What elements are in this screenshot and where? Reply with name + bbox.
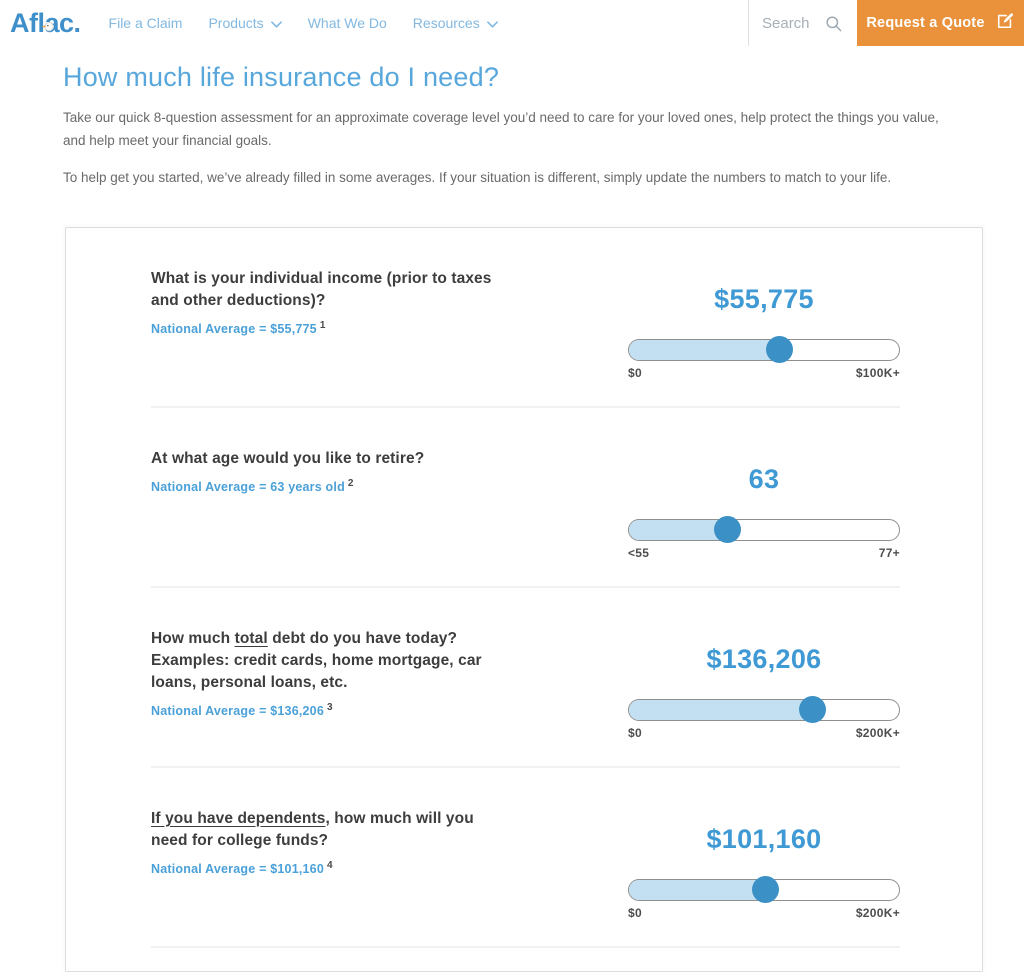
slider-column: $136,206 $0 $200K+ [628, 628, 900, 740]
slider-fill [629, 339, 780, 360]
national-average-text: National Average = $136,206 [151, 703, 324, 718]
nav-label: File a Claim [108, 15, 183, 31]
national-average-label: National Average = 63 years old 2 [151, 478, 513, 494]
nav-item-resources[interactable]: Resources [413, 15, 498, 31]
slider-value[interactable]: $101,160 [706, 823, 822, 854]
page-main: How much life insurance do I need? Take … [0, 62, 1024, 972]
slider-column: $55,775 $0 $100K+ [628, 268, 900, 380]
aflac-duck-icon [41, 3, 55, 49]
intro-paragraph: To help get you started, we’ve already f… [63, 170, 892, 186]
assessment-card: What is your individual income (prior to… [65, 226, 983, 972]
slider-handle[interactable] [799, 695, 827, 723]
footnote-marker: 3 [326, 701, 333, 713]
nav-item-products[interactable]: Products [208, 15, 282, 31]
national-average-text: National Average = 63 years old [151, 479, 345, 494]
slider-fill [629, 699, 813, 720]
slider-max-label: $200K+ [855, 905, 900, 920]
slider-min-label: <55 [628, 545, 650, 560]
slider-track[interactable] [628, 515, 900, 543]
national-average-label: National Average = $101,160 4 [151, 860, 513, 876]
question-row-income: What is your individual income (prior to… [66, 228, 982, 408]
slider-labels: <55 77+ [628, 546, 900, 560]
slider-track[interactable] [628, 695, 900, 723]
slider-value[interactable]: 63 [748, 463, 780, 494]
aflac-logo-text: Aflac. [10, 8, 81, 38]
aflac-logo[interactable]: Aflac. [10, 0, 81, 46]
request-quote-button[interactable]: Request a Quote [857, 0, 1024, 46]
question-text: At what age would you like to retire? [151, 449, 425, 467]
slider-min-label: $0 [628, 725, 642, 740]
national-average-text: National Average = $55,775 [151, 321, 317, 336]
request-quote-label: Request a Quote [866, 15, 985, 31]
chevron-down-icon [486, 15, 498, 31]
quote-pencil-icon [995, 11, 1015, 35]
slider-min-label: $0 [628, 905, 642, 920]
slider-track[interactable] [628, 875, 900, 903]
chevron-down-icon [270, 15, 282, 31]
nav-item-file-a-claim[interactable]: File a Claim [109, 15, 183, 31]
slider-max-label: $100K+ [855, 365, 900, 380]
slider-track[interactable] [628, 335, 900, 363]
footnote-marker: 2 [347, 477, 354, 489]
slider-value[interactable]: $55,775 [714, 283, 814, 314]
question-row-total-debt: How much total debt do you have today? E… [66, 588, 982, 768]
question-column: How much total debt do you have today? E… [151, 628, 513, 718]
slider-fill [629, 519, 728, 540]
slider-column: 63 <55 77+ [628, 448, 900, 560]
question-text: How much total debt do you have today? E… [151, 629, 482, 691]
slider-handle[interactable] [766, 335, 794, 363]
slider-handle[interactable] [752, 875, 780, 903]
footnote-marker: 4 [326, 859, 333, 871]
slider-handle[interactable] [713, 515, 741, 543]
intro-paragraph: Take our quick 8-question assessment for… [63, 110, 939, 149]
slider-min-label: $0 [628, 365, 642, 380]
question-text: What is your individual income (prior to… [151, 269, 492, 309]
nav-label: Resources [412, 15, 480, 31]
slider-fill [629, 879, 766, 900]
nav-label: Products [208, 15, 264, 31]
main-nav: File a Claim Products What We Do Resourc… [109, 15, 498, 31]
slider-labels: $0 $200K+ [628, 726, 900, 740]
national-average-label: National Average = $55,775 1 [151, 320, 513, 336]
national-average-label: National Average = $136,206 3 [151, 702, 513, 718]
search-icon[interactable] [824, 14, 843, 33]
national-average-text: National Average = $101,160 [151, 861, 324, 876]
question-row-retirement-age: At what age would you like to retire? Na… [66, 408, 982, 588]
footnote-marker: 1 [319, 319, 326, 331]
question-column: What is your individual income (prior to… [151, 268, 513, 336]
slider-max-label: 77+ [878, 545, 900, 560]
nav-item-what-we-do[interactable]: What We Do [308, 15, 387, 31]
search-area [748, 0, 857, 46]
search-input[interactable] [762, 14, 824, 32]
question-text: If you have dependents, how much will yo… [151, 809, 474, 849]
question-column: If you have dependents, how much will yo… [151, 808, 513, 876]
nav-label: What We Do [307, 15, 387, 31]
question-row-college-funds: If you have dependents, how much will yo… [66, 768, 982, 948]
slider-max-label: $200K+ [855, 725, 900, 740]
slider-labels: $0 $200K+ [628, 906, 900, 920]
slider-column: $101,160 $0 $200K+ [628, 808, 900, 920]
question-column: At what age would you like to retire? Na… [151, 448, 513, 494]
slider-labels: $0 $100K+ [628, 366, 900, 380]
page-title: How much life insurance do I need? [63, 62, 500, 92]
site-header: Aflac. File a Claim Products What We Do … [0, 0, 1024, 46]
slider-value[interactable]: $136,206 [706, 643, 822, 674]
